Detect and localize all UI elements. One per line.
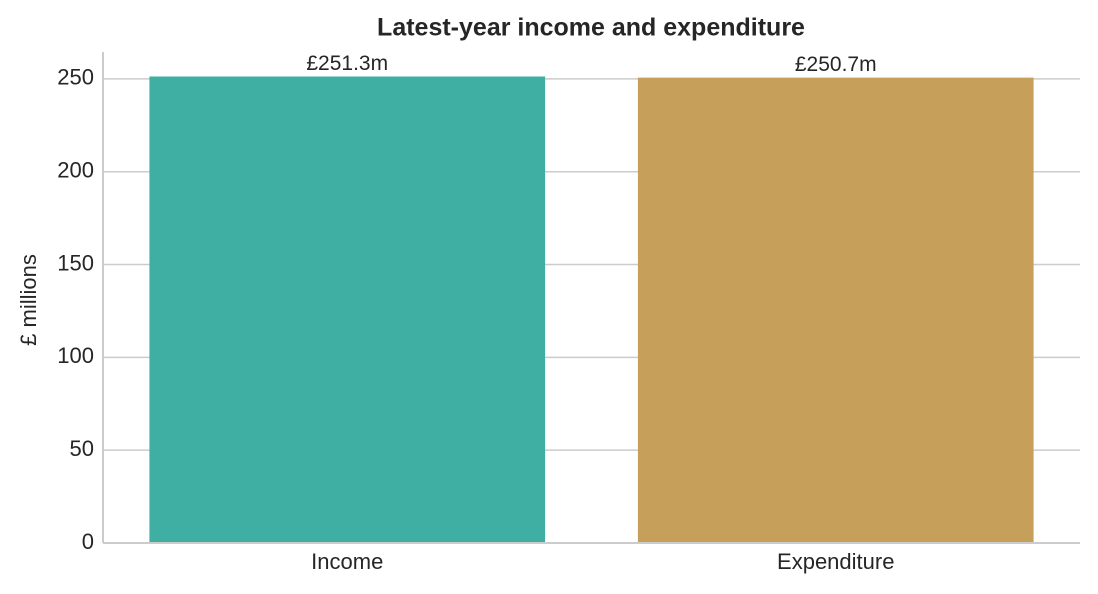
y-tick-label: 250 — [57, 65, 94, 90]
y-tick-label: 50 — [70, 436, 94, 461]
chart-title: Latest-year income and expenditure — [377, 14, 805, 42]
bar — [637, 77, 1034, 543]
bar — [149, 76, 546, 543]
x-tick-label: Expenditure — [777, 549, 894, 574]
y-axis-label: £ millions — [16, 254, 41, 346]
y-tick-label: 200 — [57, 158, 94, 183]
y-tick-label: 0 — [82, 529, 94, 554]
y-tick-label: 150 — [57, 250, 94, 275]
value-label: £250.7m — [795, 53, 877, 76]
x-tick-label: Income — [311, 549, 383, 574]
value-label: £251.3m — [306, 52, 388, 75]
y-tick-label: 100 — [57, 343, 94, 368]
